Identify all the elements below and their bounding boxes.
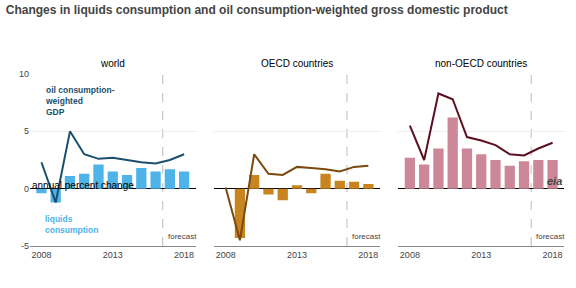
svg-text:forecast: forecast [168, 232, 197, 241]
svg-text:2013: 2013 [471, 250, 491, 260]
svg-text:liquidsconsumption: liquidsconsumption [45, 214, 98, 235]
svg-text:Changes in liquids consumption: Changes in liquids consumption and oil c… [6, 3, 508, 17]
svg-text:-5: -5 [21, 241, 29, 251]
svg-text:2008: 2008 [400, 250, 420, 260]
svg-text:0: 0 [24, 184, 29, 194]
svg-text:2013: 2013 [287, 250, 307, 260]
svg-text:non-OECD countries: non-OECD countries [435, 58, 527, 69]
svg-text:2008: 2008 [216, 250, 236, 260]
svg-text:2008: 2008 [31, 250, 51, 260]
svg-text:2018: 2018 [543, 250, 563, 260]
svg-text:10: 10 [19, 69, 29, 79]
svg-text:OECD countries: OECD countries [261, 58, 333, 69]
svg-text:world: world [100, 58, 125, 69]
svg-text:oil consumption-weightedGDP: oil consumption-weightedGDP [45, 85, 115, 117]
svg-text:forecast: forecast [536, 232, 565, 241]
svg-text:2018: 2018 [358, 250, 378, 260]
svg-text:forecast: forecast [352, 232, 381, 241]
svg-text:5: 5 [24, 126, 29, 136]
svg-text:2013: 2013 [103, 250, 123, 260]
svg-text:2018: 2018 [174, 250, 194, 260]
svg-text:annual percent change: annual percent change [32, 180, 134, 191]
svg-text:eia: eia [547, 175, 562, 187]
